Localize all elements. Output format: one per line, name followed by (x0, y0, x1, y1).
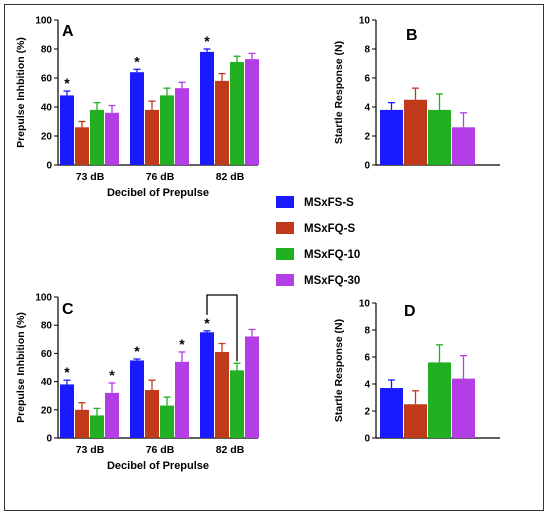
x-tick-label: 73 dB (76, 444, 105, 456)
bar (380, 109, 403, 165)
bar (428, 362, 451, 438)
bar (105, 112, 119, 165)
y-axis-label: Startle Response (N) (333, 41, 345, 144)
panel-letter: D (404, 303, 416, 320)
x-axis-label: Decibel of Prepulse (107, 460, 209, 472)
bar (75, 127, 89, 165)
bar (215, 80, 229, 165)
bar (160, 95, 174, 165)
significance-asterisk: * (64, 364, 70, 380)
x-tick-label: 73 dB (76, 171, 105, 183)
bar (230, 370, 244, 438)
panel-c: 0 20 40 60 80 100 C Prepulse Inhbition (%) Decib… (15, 293, 259, 472)
panel-b: 0 2 4 6 8 10 B Startle Response (N) (333, 16, 500, 172)
x-axis-label: Decibel of Prepulse (107, 187, 209, 199)
y-axis-label: Prepulse Inhbition (%) (15, 37, 27, 148)
bar (404, 99, 427, 165)
bar (245, 336, 259, 438)
y-tick-label: 10 (359, 299, 371, 310)
y-tick-label: 0 (364, 161, 370, 172)
significance-bracket (206, 294, 238, 362)
x-tick-label: 76 dB (146, 444, 175, 456)
significance-asterisk: * (204, 315, 210, 331)
panel-a: 0 20 40 60 80 100 A Prepulse Inhbition (%) Decib… (15, 16, 259, 199)
significance-asterisk: * (64, 75, 70, 91)
bar (380, 388, 403, 438)
y-tick-label: 40 (41, 103, 53, 114)
bar (452, 378, 475, 438)
bar (130, 72, 144, 165)
bar (60, 95, 74, 165)
y-tick-label: 0 (46, 434, 52, 445)
bar (404, 404, 427, 438)
y-tick-label: 0 (46, 161, 52, 172)
bar (75, 409, 89, 438)
significance-asterisk: * (109, 367, 115, 383)
legend-swatch (276, 222, 294, 234)
x-tick-label: 82 dB (216, 444, 245, 456)
bar (175, 88, 189, 165)
legend-label: MSxFQ-10 (304, 249, 360, 261)
bar (60, 384, 74, 438)
bar (428, 109, 451, 165)
x-tick-label: 76 dB (146, 171, 175, 183)
y-axis-label: Startle Response (N) (333, 319, 345, 422)
significance-asterisk: * (134, 343, 140, 359)
legend: MSxFS-S MSxFQ-S MSxFQ-10 MSxFQ-30 (276, 196, 360, 287)
bar (145, 390, 159, 438)
x-tick-label: 82 dB (216, 171, 245, 183)
bar (452, 127, 475, 165)
y-tick-label: 20 (41, 132, 53, 143)
y-tick-label: 60 (41, 349, 53, 360)
y-tick-label: 100 (35, 293, 52, 304)
legend-label: MSxFQ-S (304, 223, 355, 235)
y-tick-label: 80 (41, 45, 53, 56)
y-tick-label: 6 (364, 74, 370, 85)
y-tick-label: 8 (364, 45, 370, 56)
y-tick-label: 2 (364, 132, 370, 143)
bar (230, 62, 244, 165)
y-tick-label: 100 (35, 16, 52, 27)
significance-asterisk: * (134, 53, 140, 69)
panel-d: 0 2 4 6 8 10 D Startle Response (N) (333, 299, 500, 445)
bar (200, 332, 214, 438)
bar (175, 361, 189, 438)
y-axis-label: Prepulse Inhbition (%) (15, 312, 27, 423)
legend-label: MSxFQ-30 (304, 275, 360, 287)
bar (245, 59, 259, 165)
legend-swatch (276, 274, 294, 286)
significance-asterisk: * (204, 33, 210, 49)
y-tick-label: 6 (364, 353, 370, 364)
y-tick-label: 4 (364, 103, 370, 114)
panel-letter: B (406, 27, 418, 44)
bar (105, 392, 119, 438)
panel-letter: A (62, 23, 74, 40)
y-tick-label: 80 (41, 321, 53, 332)
y-tick-label: 60 (41, 74, 53, 85)
bar (90, 415, 104, 438)
legend-swatch (276, 196, 294, 208)
figure-frame (4, 4, 544, 511)
y-tick-label: 2 (364, 407, 370, 418)
y-tick-label: 4 (364, 380, 370, 391)
legend-swatch (276, 248, 294, 260)
y-tick-label: 20 (41, 405, 53, 416)
significance-asterisk: * (179, 336, 185, 352)
y-tick-label: 40 (41, 377, 53, 388)
legend-label: MSxFS-S (304, 197, 354, 209)
bar (160, 405, 174, 438)
panel-letter: C (62, 301, 74, 318)
bar (145, 109, 159, 165)
bar (200, 51, 214, 165)
y-tick-label: 8 (364, 326, 370, 337)
bar (90, 109, 104, 165)
bar (130, 360, 144, 438)
bar (215, 351, 229, 438)
y-tick-label: 10 (359, 16, 371, 27)
y-tick-label: 0 (364, 434, 370, 445)
